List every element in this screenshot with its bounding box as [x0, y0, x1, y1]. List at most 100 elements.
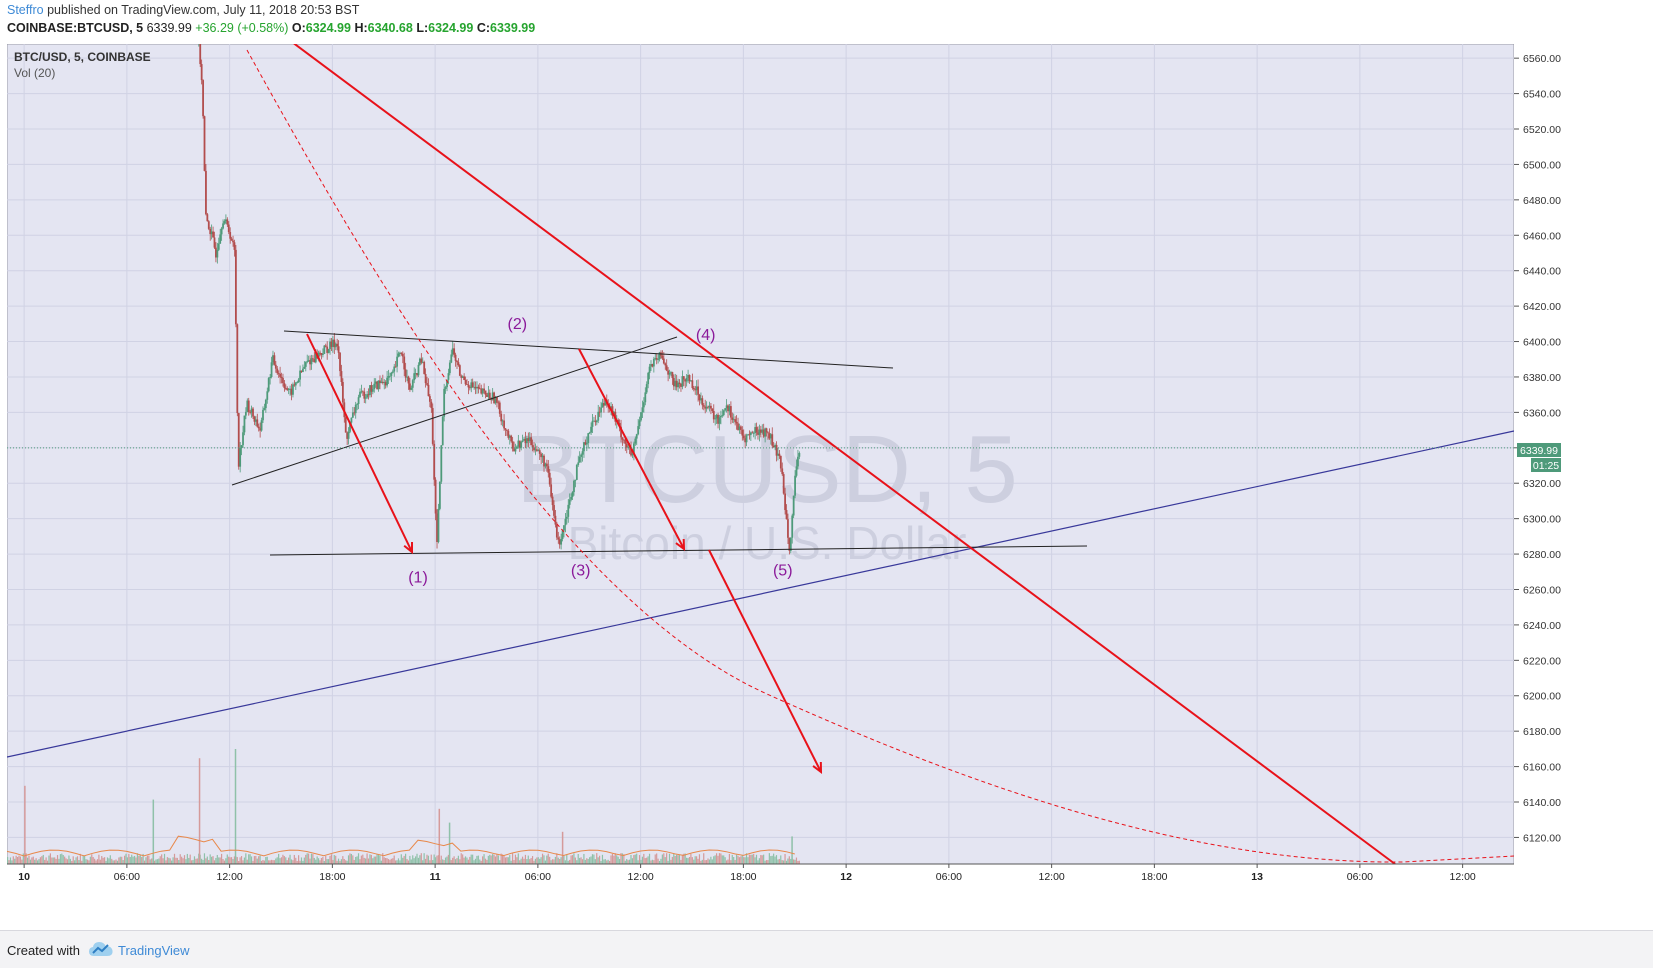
- volume-bar: [34, 859, 36, 864]
- volume-bar: [89, 856, 91, 864]
- volume-bar: [434, 857, 437, 864]
- volume-bar: [210, 856, 213, 864]
- tradingview-brand[interactable]: TradingView: [118, 943, 190, 958]
- volume-bar: [603, 859, 605, 864]
- volume-bar: [703, 853, 705, 864]
- volume-bar: [128, 853, 130, 864]
- volume-bar: [771, 855, 773, 864]
- volume-bar: [667, 860, 669, 864]
- candle-body: [623, 439, 625, 441]
- volume-bar: [501, 854, 504, 864]
- candle-body: [558, 539, 561, 545]
- volume-bar: [574, 857, 576, 864]
- drawings[interactable]: [6, 41, 1515, 865]
- volume-bar: [136, 853, 139, 864]
- price-tick-label: 6280.00: [1523, 549, 1561, 561]
- volume-bar: [493, 854, 495, 864]
- volume-bar: [173, 853, 176, 864]
- volume-bar: [678, 854, 681, 864]
- candle-body: [453, 348, 456, 355]
- candle-body: [583, 442, 585, 452]
- volume-bar: [395, 860, 397, 864]
- volume-bar: [474, 858, 477, 864]
- volume-bar: [559, 859, 561, 864]
- volume-bar: [246, 859, 248, 864]
- volume-bar: [500, 853, 502, 864]
- price-tick-label: 6260.00: [1523, 584, 1561, 596]
- volume-bar: [638, 855, 641, 864]
- candle-body: [580, 454, 583, 457]
- chart-area[interactable]: BTCUSD, 5 Bitcoin / U.S. Dollar (1) (2) (3…: [6, 35, 1598, 909]
- candle-body: [527, 438, 530, 441]
- volume-bar: [282, 854, 284, 864]
- candle-body: [434, 479, 437, 514]
- candle-body: [344, 417, 347, 433]
- candle-body: [277, 373, 280, 374]
- candle-body: [242, 432, 244, 446]
- candle-body: [752, 432, 755, 434]
- volume-bar: [349, 853, 351, 864]
- volume-bar: [497, 855, 499, 864]
- candle-body: [481, 388, 484, 394]
- volume-bar: [132, 856, 134, 864]
- volume-bar: [192, 859, 194, 864]
- candle-body: [715, 414, 718, 419]
- candle-body: [370, 385, 373, 392]
- candle-body: [380, 381, 383, 384]
- candle-body: [543, 455, 545, 467]
- price-chart[interactable]: BTCUSD, 5 Bitcoin / U.S. Dollar (1) (2) (3…: [6, 35, 1598, 909]
- volume-bar: [593, 854, 595, 864]
- volume-bar: [129, 857, 131, 864]
- time-axis[interactable]: 10 06:00 12:00 18:00 11 06:00 12:00 18:00 12 06:0…: [7, 863, 1598, 894]
- candle-body: [276, 368, 279, 374]
- candle-body: [789, 537, 792, 551]
- candle-body: [500, 413, 503, 422]
- time-tick-label: 12:00: [1449, 871, 1475, 883]
- author-link[interactable]: Steffro: [7, 3, 44, 17]
- candle-body: [337, 346, 340, 353]
- volume-bar: [149, 859, 151, 864]
- candle-body: [226, 219, 229, 225]
- candle-body: [444, 387, 447, 389]
- volume-bar: [109, 855, 111, 864]
- volume-bar: [31, 857, 33, 864]
- red-downtrend-line: [291, 41, 1396, 865]
- volume-bar: [72, 856, 74, 864]
- candle-body: [203, 116, 206, 171]
- volume-bar: [330, 854, 333, 864]
- volume-bar: [203, 853, 206, 864]
- volume-bar: [305, 854, 307, 864]
- volume-bar: [278, 853, 280, 864]
- volume-bar: [416, 853, 418, 864]
- volume-bar: [620, 853, 622, 864]
- volume-bar: [409, 855, 411, 864]
- candle-body: [209, 228, 212, 235]
- tradingview-cloud-icon[interactable]: [88, 940, 114, 960]
- candle-body: [234, 249, 237, 325]
- volume-bar: [186, 853, 188, 864]
- candle-body: [557, 537, 560, 540]
- volume-bar: [259, 855, 261, 864]
- volume-bar: [85, 859, 87, 864]
- volume-bar: [640, 859, 642, 864]
- candle-body: [334, 343, 337, 348]
- candle-body: [638, 420, 641, 427]
- candle-body: [363, 391, 366, 399]
- volume-bar: [467, 859, 469, 864]
- candle-body: [236, 324, 239, 414]
- candle-body: [759, 429, 762, 433]
- candle-body: [667, 370, 670, 375]
- candle-body: [371, 389, 374, 392]
- candle-body: [205, 170, 207, 215]
- volume-bar: [763, 854, 765, 864]
- price-tick-label: 6520.00: [1523, 124, 1561, 136]
- candle-body: [738, 426, 741, 430]
- volume-bar: [663, 853, 665, 864]
- watermark-description: Bitcoin / U.S. Dollar: [568, 517, 967, 569]
- volume-bar: [151, 858, 153, 864]
- volume-bar: [587, 858, 589, 864]
- volume-bar: [312, 854, 314, 864]
- projection-arrow-head: [812, 761, 823, 775]
- volume-bar: [482, 856, 484, 864]
- volume-bar: [275, 858, 277, 864]
